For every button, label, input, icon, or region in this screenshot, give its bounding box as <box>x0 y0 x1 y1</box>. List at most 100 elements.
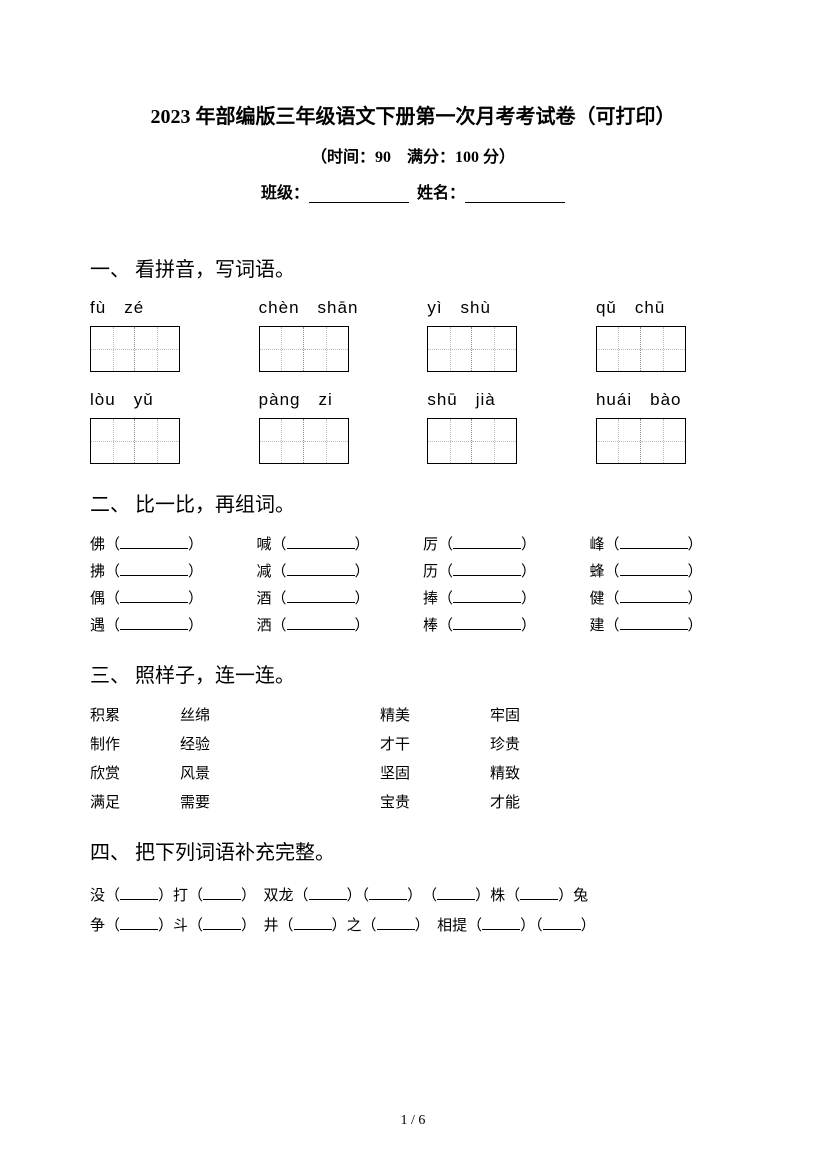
blank[interactable] <box>203 887 241 900</box>
match-word: 丝绵 <box>180 704 380 725</box>
student-info-line: 班级： 姓名： <box>90 179 736 203</box>
char-grid[interactable] <box>90 326 180 372</box>
blank[interactable] <box>620 589 688 603</box>
class-label: 班级： <box>261 185 309 202</box>
pinyin: shān <box>318 298 359 317</box>
match-word: 制作 <box>90 733 180 754</box>
match-word: 才干 <box>380 733 490 754</box>
blank[interactable] <box>453 616 521 630</box>
char-grid[interactable] <box>427 418 517 464</box>
match-row: 满足 需要 宝贵 才能 <box>90 791 736 812</box>
blank[interactable] <box>287 616 355 630</box>
blank[interactable] <box>620 562 688 576</box>
blank[interactable] <box>120 562 188 576</box>
match-word: 坚固 <box>380 762 490 783</box>
blank[interactable] <box>437 887 475 900</box>
match-row: 欣赏 风景 坚固 精致 <box>90 762 736 783</box>
blank[interactable] <box>120 589 188 603</box>
blank[interactable] <box>543 917 581 930</box>
compare-grid: 佛（） 喊（） 厉（） 峰（） 拂（） 减（） 历（） 蜂（） 偶（） 酒（） … <box>90 533 736 635</box>
match-row: 积累 丝绵 精美 牢固 <box>90 704 736 725</box>
match-grid: 积累 丝绵 精美 牢固 制作 经验 才干 珍贵 欣赏 风景 坚固 精致 满足 需… <box>90 704 736 812</box>
pinyin: yì <box>427 298 442 317</box>
pinyin: huái <box>596 390 632 409</box>
blank[interactable] <box>620 535 688 549</box>
blank[interactable] <box>377 917 415 930</box>
pinyin-item: yìshù <box>427 298 567 372</box>
pinyin-item: huáibào <box>596 390 736 464</box>
pinyin: chū <box>635 298 665 317</box>
section-4-heading: 四、 把下列词语补充完整。 <box>90 836 736 865</box>
pinyin: pàng <box>259 390 301 409</box>
compare-item: 峰（） <box>590 533 737 554</box>
compare-item: 蜂（） <box>590 560 737 581</box>
blank[interactable] <box>287 562 355 576</box>
section-2-heading: 二、 比一比，再组词。 <box>90 488 736 517</box>
match-word: 宝贵 <box>380 791 490 812</box>
pinyin: shū <box>427 390 457 409</box>
match-word: 才能 <box>490 791 570 812</box>
blank[interactable] <box>203 917 241 930</box>
match-word: 精美 <box>380 704 490 725</box>
match-row: 制作 经验 才干 珍贵 <box>90 733 736 754</box>
compare-item: 捧（） <box>423 587 570 608</box>
class-blank[interactable] <box>309 185 409 203</box>
compare-item: 健（） <box>590 587 737 608</box>
section-3-heading: 三、 照样子，连一连。 <box>90 659 736 688</box>
pinyin: bào <box>650 390 681 409</box>
match-word: 牢固 <box>490 704 570 725</box>
pinyin: zé <box>124 298 144 317</box>
char-grid[interactable] <box>259 326 349 372</box>
char-grid[interactable] <box>259 418 349 464</box>
pinyin: jià <box>476 390 496 409</box>
blank[interactable] <box>520 887 558 900</box>
pinyin-item: fùzé <box>90 298 230 372</box>
compare-item: 佛（） <box>90 533 237 554</box>
pinyin-row-2: lòuyǔ pàngzi shūjià huáibào <box>90 390 736 464</box>
blank[interactable] <box>294 917 332 930</box>
char-grid[interactable] <box>596 326 686 372</box>
blank[interactable] <box>120 535 188 549</box>
compare-item: 偶（） <box>90 587 237 608</box>
blank[interactable] <box>120 917 158 930</box>
page-number: 1 / 6 <box>0 1113 826 1129</box>
pinyin: yǔ <box>134 390 154 409</box>
name-blank[interactable] <box>465 185 565 203</box>
pinyin: lòu <box>90 390 116 409</box>
blank[interactable] <box>287 589 355 603</box>
match-word: 风景 <box>180 762 380 783</box>
compare-item: 历（） <box>423 560 570 581</box>
match-word: 珍贵 <box>490 733 570 754</box>
blank[interactable] <box>120 616 188 630</box>
blank[interactable] <box>482 917 520 930</box>
compare-item: 棒（） <box>423 614 570 635</box>
pinyin: shù <box>461 298 491 317</box>
blank[interactable] <box>453 535 521 549</box>
compare-item: 洒（） <box>257 614 404 635</box>
pinyin-item: lòuyǔ <box>90 390 230 464</box>
blank[interactable] <box>120 887 158 900</box>
name-label: 姓名： <box>417 185 465 202</box>
char-grid[interactable] <box>90 418 180 464</box>
blank[interactable] <box>453 589 521 603</box>
match-word: 欣赏 <box>90 762 180 783</box>
pinyin: qǔ <box>596 298 617 317</box>
compare-item: 酒（） <box>257 587 404 608</box>
match-word: 精致 <box>490 762 570 783</box>
compare-item: 遇（） <box>90 614 237 635</box>
blank[interactable] <box>287 535 355 549</box>
blank[interactable] <box>369 887 407 900</box>
pinyin-row-1: fùzé chèn shān yìshù qǔchū <box>90 298 736 372</box>
pinyin-item: shūjià <box>427 390 567 464</box>
match-word: 满足 <box>90 791 180 812</box>
char-grid[interactable] <box>427 326 517 372</box>
match-word: 需要 <box>180 791 380 812</box>
blank[interactable] <box>453 562 521 576</box>
blank[interactable] <box>620 616 688 630</box>
blank[interactable] <box>309 887 347 900</box>
pinyin: chèn <box>259 298 300 317</box>
pinyin: fù <box>90 298 106 317</box>
char-grid[interactable] <box>596 418 686 464</box>
match-word: 经验 <box>180 733 380 754</box>
pinyin-item: pàngzi <box>259 390 399 464</box>
